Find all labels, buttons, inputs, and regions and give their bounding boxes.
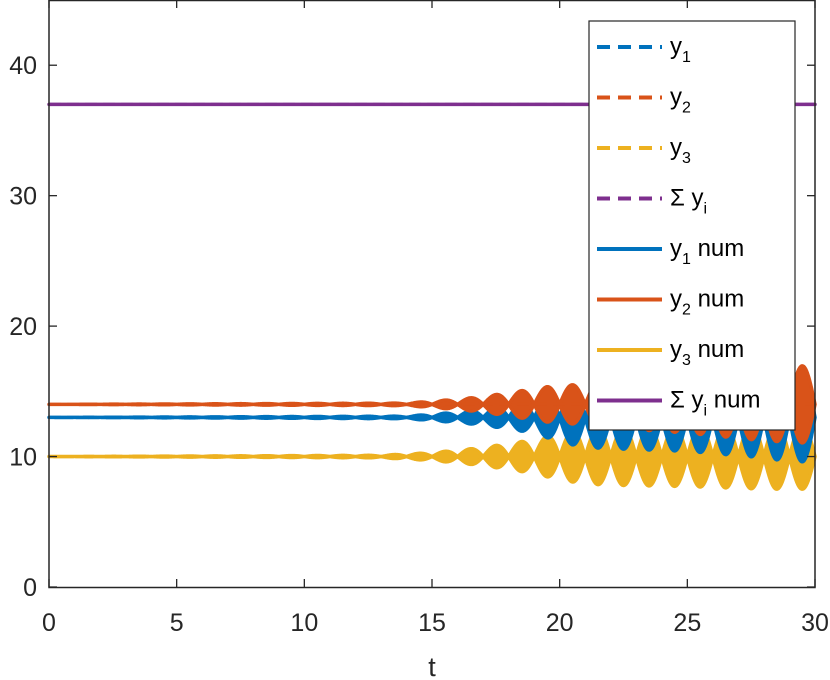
legend-label: y1 bbox=[670, 33, 691, 66]
x-tick-label: 0 bbox=[42, 609, 56, 637]
legend-box bbox=[588, 20, 796, 431]
legend-item: y2 bbox=[597, 84, 691, 117]
y-tick-label: 40 bbox=[9, 52, 37, 80]
legend-label: Σ yi num bbox=[670, 387, 760, 420]
legend: y1 y2 y3 Σ yi y1 num y2 num y3 num Σ yi num bbox=[588, 20, 796, 431]
legend-item: y2 num bbox=[597, 286, 744, 319]
legend-item: y1 bbox=[597, 33, 691, 66]
legend-item: y1 num bbox=[597, 235, 744, 268]
legend-label: Σ yi bbox=[670, 185, 707, 218]
legend-label: y2 bbox=[670, 84, 691, 117]
ticks-layer: 0 5 10 15 20 25 30 0 10 20 30 40 bbox=[9, 0, 829, 637]
x-tick-label: 15 bbox=[418, 609, 446, 637]
x-tick-label: 10 bbox=[290, 609, 318, 637]
x-tick-label: 20 bbox=[546, 609, 574, 637]
y-tick-label: 0 bbox=[23, 574, 37, 602]
legend-label: y2 num bbox=[670, 286, 744, 319]
legend-label: y1 num bbox=[670, 235, 744, 268]
x-tick-label: 30 bbox=[801, 609, 829, 637]
legend-item: Σ yi num bbox=[597, 387, 760, 420]
legend-label: y3 num bbox=[670, 336, 744, 369]
y-tick-label: 10 bbox=[9, 444, 37, 472]
y-tick-label: 20 bbox=[9, 313, 37, 341]
legend-label: y3 bbox=[670, 134, 691, 167]
y-tick-label: 30 bbox=[9, 183, 37, 211]
legend-item: y3 bbox=[597, 134, 691, 167]
legend-item: Σ yi bbox=[597, 185, 707, 218]
x-tick-label: 5 bbox=[170, 609, 184, 637]
x-axis-label: t bbox=[428, 652, 436, 680]
legend-item: y3 num bbox=[597, 336, 744, 369]
x-tick-label: 25 bbox=[673, 609, 701, 637]
